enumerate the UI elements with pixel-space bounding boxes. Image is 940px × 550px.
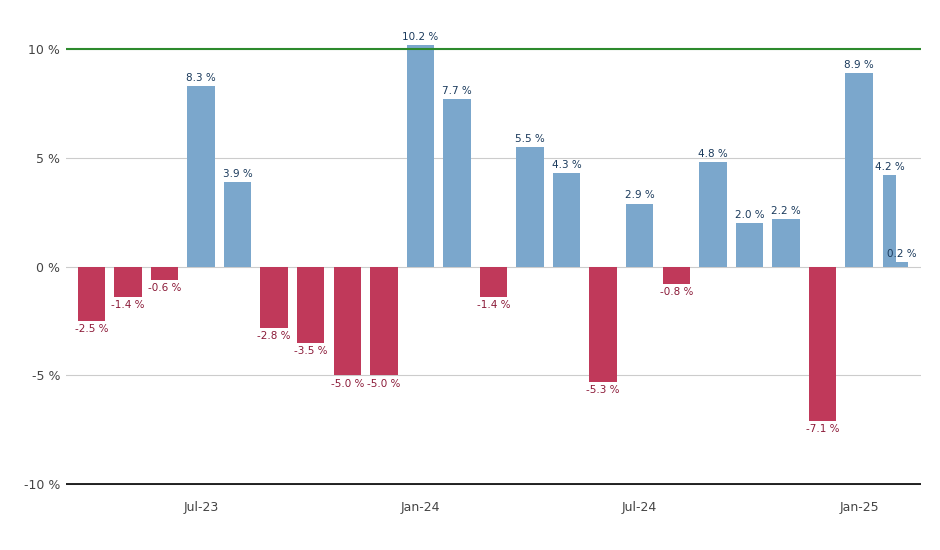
Text: -0.8 %: -0.8 %: [660, 287, 693, 298]
Text: -0.6 %: -0.6 %: [148, 283, 181, 293]
Bar: [626, 204, 653, 267]
Bar: [516, 147, 543, 267]
Bar: [150, 267, 179, 279]
Bar: [896, 262, 908, 267]
Bar: [444, 99, 471, 267]
Text: -2.8 %: -2.8 %: [258, 331, 290, 341]
Bar: [845, 73, 872, 267]
Text: -3.5 %: -3.5 %: [294, 346, 327, 356]
Text: 8.9 %: 8.9 %: [844, 60, 874, 70]
Text: 2.0 %: 2.0 %: [734, 210, 764, 220]
Text: 0.2 %: 0.2 %: [887, 249, 916, 259]
Bar: [78, 267, 105, 321]
Text: 4.3 %: 4.3 %: [552, 160, 582, 170]
Bar: [187, 86, 214, 267]
Text: -1.4 %: -1.4 %: [477, 300, 510, 310]
Text: -5.0 %: -5.0 %: [368, 378, 400, 389]
Text: 5.5 %: 5.5 %: [515, 134, 545, 144]
Bar: [297, 267, 324, 343]
Text: 7.7 %: 7.7 %: [442, 86, 472, 96]
Bar: [663, 267, 690, 284]
Text: -5.3 %: -5.3 %: [587, 385, 619, 395]
Bar: [589, 267, 617, 382]
Bar: [407, 45, 434, 267]
Text: 4.8 %: 4.8 %: [698, 149, 728, 159]
Text: 8.3 %: 8.3 %: [186, 73, 216, 83]
Bar: [699, 162, 727, 267]
Bar: [334, 267, 361, 375]
Text: -7.1 %: -7.1 %: [806, 424, 839, 434]
Text: 2.2 %: 2.2 %: [771, 206, 801, 216]
Bar: [808, 267, 837, 421]
Text: 4.2 %: 4.2 %: [874, 162, 904, 172]
Bar: [736, 223, 763, 267]
Text: -5.0 %: -5.0 %: [331, 378, 364, 389]
Text: 3.9 %: 3.9 %: [223, 168, 253, 179]
Text: 10.2 %: 10.2 %: [402, 31, 439, 41]
Bar: [370, 267, 398, 375]
Bar: [553, 173, 580, 267]
Bar: [260, 267, 288, 328]
Bar: [773, 219, 800, 267]
Text: -1.4 %: -1.4 %: [111, 300, 145, 310]
Bar: [884, 175, 896, 267]
Bar: [224, 182, 251, 267]
Text: 2.9 %: 2.9 %: [625, 190, 654, 200]
Text: -2.5 %: -2.5 %: [74, 324, 108, 334]
Bar: [115, 267, 142, 297]
Bar: [479, 267, 508, 297]
